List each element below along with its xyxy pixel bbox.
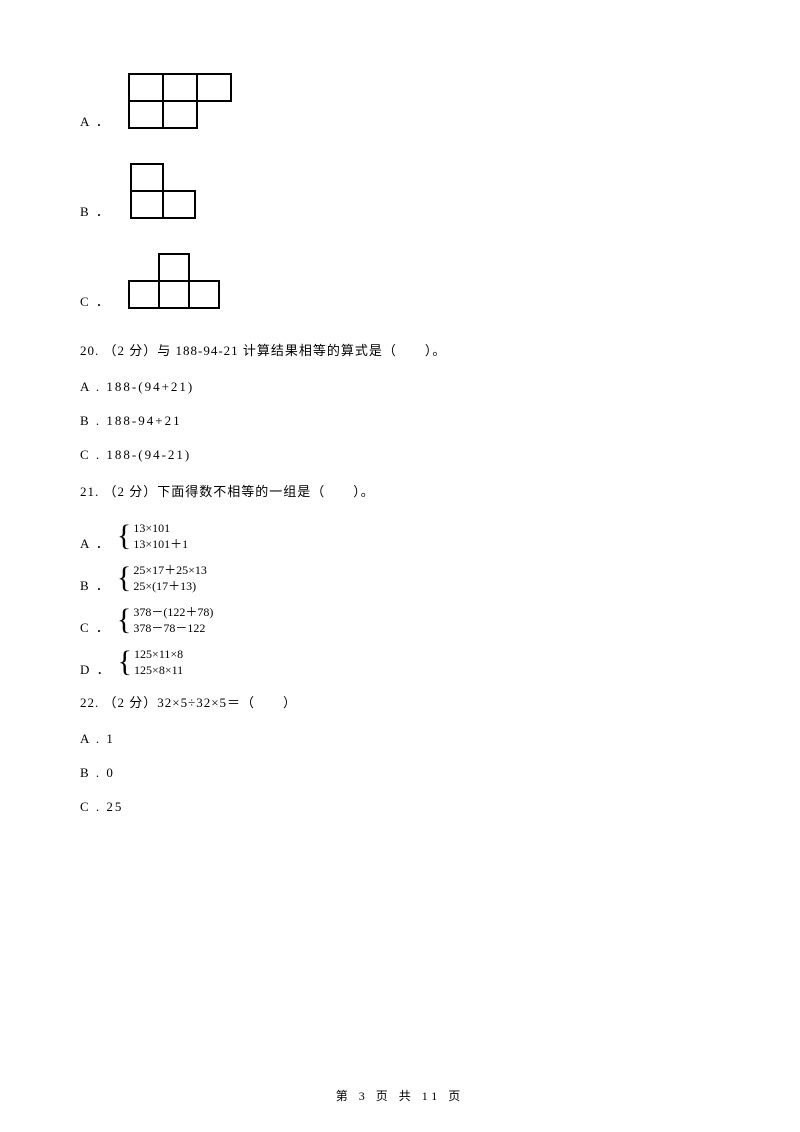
brace-group: { 125×11×8 125×8×11 [118, 646, 184, 678]
prev-option-a: A ． [80, 70, 720, 132]
brace-group: { 25×17＋25×13 25×(17＋13) [117, 562, 207, 594]
q21-option-c: C ． { 378－(122＋78) 378－78－122 [80, 604, 720, 636]
q22-option-a: A . 1 [80, 731, 720, 747]
prev-option-a-label: A ． [80, 111, 111, 132]
prev-option-c-figure [119, 250, 229, 312]
q21-option-c-label: C ． [80, 617, 111, 636]
q21-option-b: B ． { 25×17＋25×13 25×(17＋13) [80, 562, 720, 594]
question-20: 20. （2 分）与 188-94-21 计算结果相等的算式是（ ）。 [80, 340, 720, 359]
page-footer: 第 3 页 共 11 页 [0, 1087, 800, 1104]
brace-icon: { [117, 521, 131, 551]
q21-option-d-label: D ． [80, 659, 112, 678]
q21-a-line1: 13×101 [133, 520, 188, 536]
brace-group: { 13×101 13×101＋1 [117, 520, 188, 552]
q22-option-b: B . 0 [80, 765, 720, 781]
q21-c-line2: 378－78－122 [133, 620, 213, 636]
brace-icon: { [117, 605, 131, 635]
q21-option-a-label: A ． [80, 533, 111, 552]
q21-b-line2: 25×(17＋13) [133, 578, 207, 594]
prev-option-b-figure [119, 160, 209, 222]
q21-option-d: D ． { 125×11×8 125×8×11 [80, 646, 720, 678]
q21-a-line2: 13×101＋1 [133, 536, 188, 552]
question-21: 21. （2 分）下面得数不相等的一组是（ ）。 [80, 481, 720, 500]
q21-option-a: A ． { 13×101 13×101＋1 [80, 520, 720, 552]
prev-option-b: B ． [80, 160, 720, 222]
q21-option-b-label: B ． [80, 575, 111, 594]
prev-option-b-label: B ． [80, 201, 111, 222]
question-22: 22. （2 分）32×5÷32×5＝（ ） [80, 692, 720, 711]
brace-icon: { [117, 563, 131, 593]
brace-lines: 125×11×8 125×8×11 [134, 646, 183, 678]
grid-shape-icon [119, 160, 209, 222]
prev-option-c: C ． [80, 250, 720, 312]
q20-option-b: B . 188-94+21 [80, 413, 720, 429]
brace-lines: 13×101 13×101＋1 [133, 520, 188, 552]
brace-group: { 378－(122＋78) 378－78－122 [117, 604, 213, 636]
q22-option-c: C . 25 [80, 799, 720, 815]
q20-option-a: A . 188-(94+21) [80, 379, 720, 395]
q20-option-c: C . 188-(94-21) [80, 447, 720, 463]
q21-c-line1: 378－(122＋78) [133, 604, 213, 620]
q21-d-line1: 125×11×8 [134, 646, 183, 662]
grid-shape-icon [119, 70, 239, 132]
q21-b-line1: 25×17＋25×13 [133, 562, 207, 578]
brace-lines: 25×17＋25×13 25×(17＋13) [133, 562, 207, 594]
brace-lines: 378－(122＋78) 378－78－122 [133, 604, 213, 636]
prev-option-a-figure [119, 70, 239, 132]
q21-d-line2: 125×8×11 [134, 662, 183, 678]
brace-icon: { [118, 647, 132, 677]
prev-option-c-label: C ． [80, 291, 111, 312]
grid-shape-icon [119, 250, 229, 312]
